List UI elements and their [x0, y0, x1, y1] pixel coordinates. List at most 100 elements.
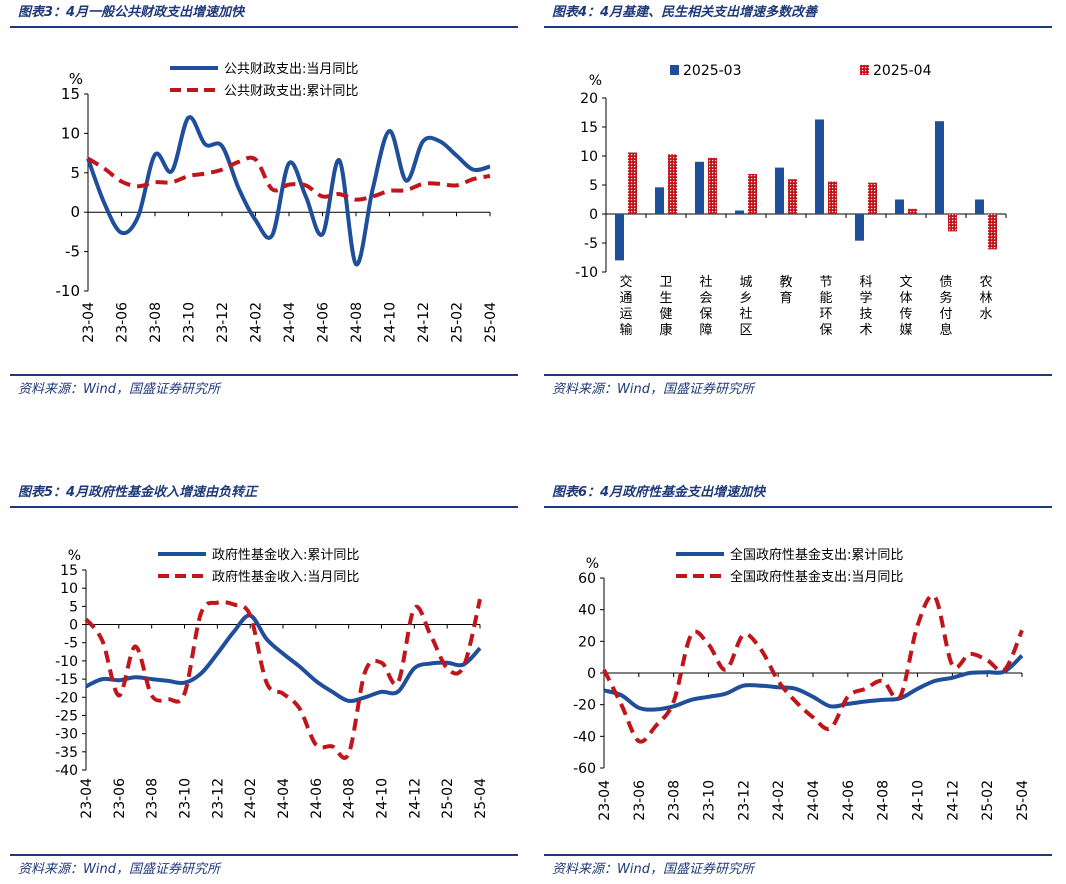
- chart-general-budget-expenditure: -10 -5 0 5 10 15% 23-04 23-06 23-08 23-10 23-12 24-…: [56, 62, 500, 343]
- x-tick-label: 23-08: [667, 780, 683, 821]
- legend-label-1: 全国政府性基金支出:累计同比: [730, 547, 903, 563]
- title-rule: [544, 506, 1052, 508]
- category-char: 生: [659, 291, 672, 306]
- source-rule: [544, 854, 1052, 856]
- title-rule: [544, 26, 1052, 28]
- x-tick-label: 24-06: [316, 302, 332, 343]
- bar-2025-04-9: [948, 214, 957, 232]
- x-tick-label: 23-08: [145, 778, 161, 819]
- category-char: 区: [739, 323, 752, 338]
- bar-2025-04-8: [908, 208, 917, 214]
- category-char: 务: [939, 290, 952, 306]
- y-tick-label: -5: [584, 236, 598, 252]
- category-char: 康: [659, 322, 672, 338]
- bar-2025-03-2: [655, 187, 664, 214]
- x-tick-label: 25-04: [1015, 780, 1031, 821]
- x-tick-label: 24-12: [945, 780, 961, 821]
- x-tick-label: 24-04: [806, 780, 822, 821]
- legend-label-2: 2025-04: [873, 63, 932, 79]
- y-tick-label: 0: [70, 203, 80, 221]
- chart-title: 图表3：4月一般公共财政支出增速加快: [18, 5, 245, 20]
- bar-2025-04-6: [828, 181, 837, 214]
- x-tick-label: 24-08: [876, 780, 892, 821]
- x-tick-label: 23-06: [632, 780, 648, 821]
- x-tick-label: 23-10: [702, 780, 718, 821]
- category-char: 节: [819, 275, 832, 290]
- category-label: 交通运输: [619, 274, 632, 338]
- bar-2025-03-7: [855, 214, 864, 241]
- y-tick-label: -25: [55, 708, 78, 724]
- legend-label-1: 公共财政支出:当月同比: [224, 62, 358, 77]
- bar-2025-03-9: [935, 121, 944, 214]
- category-char: 术: [859, 323, 872, 338]
- x-tick-label: 24-12: [407, 778, 423, 819]
- x-tick-label: 24-10: [375, 778, 391, 819]
- x-tick-label: 25-02: [450, 302, 466, 343]
- category-char: 农: [979, 275, 992, 290]
- chart-title: 图表4：4月基建、民生相关支出增速多数改善: [552, 5, 818, 20]
- source-note: 资料来源：Wind，国盛证券研究所: [552, 862, 754, 877]
- category-label: 节能环保: [819, 275, 832, 338]
- category-char: 社: [699, 274, 712, 290]
- x-tick-label: 24-04: [276, 778, 292, 819]
- category-char: 能: [819, 291, 832, 306]
- y-tick-label: 40: [578, 603, 596, 619]
- source-rule: [10, 854, 518, 856]
- category-char: 林: [979, 291, 992, 306]
- y-tick-label: 0: [589, 207, 598, 223]
- x-tick-label: 24-02: [243, 778, 259, 819]
- source-note: 资料来源：Wind，国盛证券研究所: [18, 862, 220, 877]
- y-tick-label: -35: [55, 745, 78, 761]
- bar-2025-03-3: [695, 161, 704, 214]
- bar-2025-04-5: [788, 179, 797, 214]
- category-label: 文体传媒: [899, 275, 912, 338]
- category-char: 交: [619, 274, 632, 290]
- x-tick-label: 24-06: [841, 780, 857, 821]
- y-tick-label: 20: [580, 91, 598, 107]
- y-tick-label: -5: [64, 636, 78, 652]
- y-tick-label: -10: [55, 654, 78, 670]
- legend-label-1: 2025-03: [683, 63, 742, 79]
- bar-2025-04-10: [988, 214, 997, 250]
- y-tick-label: -10: [56, 282, 81, 300]
- category-char: 水: [979, 307, 992, 322]
- x-tick-label: 24-02: [249, 302, 265, 343]
- bar-2025-04-2: [668, 154, 677, 214]
- category-label: 社会保障: [699, 274, 712, 338]
- x-tick-label: 23-12: [736, 780, 752, 821]
- y-tick-label: -10: [575, 265, 598, 281]
- y-tick-label: 5: [69, 599, 78, 615]
- x-tick-label: 23-12: [215, 302, 231, 343]
- series-line-2: [84, 598, 482, 760]
- chart-gov-fund-expenditure: -60 -40 -20 0 20 40 60% 23-04 23-06 23-08 23-10 23-…: [573, 547, 1031, 821]
- source-note: 资料来源：Wind，国盛证券研究所: [552, 382, 754, 397]
- bar-2025-03-8: [895, 199, 904, 214]
- chart-title: 图表6：4月政府性基金支出增速加快: [552, 485, 766, 500]
- category-char: 学: [859, 290, 872, 306]
- y-unit-label: %: [68, 548, 81, 564]
- x-tick-label: 23-08: [148, 302, 164, 343]
- source-note: 资料来源：Wind，国盛证券研究所: [18, 382, 220, 397]
- y-unit-label: %: [589, 73, 602, 89]
- x-tick-label: 23-10: [182, 302, 198, 343]
- category-label: 城乡社区: [739, 275, 752, 338]
- category-char: 育: [779, 290, 792, 306]
- y-tick-label: -30: [55, 727, 78, 743]
- y-tick-label: 5: [70, 164, 80, 182]
- y-unit-label: %: [69, 70, 83, 88]
- x-tick-label: 24-06: [309, 778, 325, 819]
- title-rule: [10, 506, 518, 508]
- x-tick-label: 24-10: [911, 780, 927, 821]
- y-tick-label: 5: [589, 178, 598, 194]
- panel-figure-6: 图表6：4月政府性基金支出增速加快 -60 -40 -20 0 20 40 60% 23-04…: [544, 480, 1052, 884]
- series-line-2: [602, 593, 1024, 744]
- category-label: 科学技术: [859, 275, 872, 338]
- y-tick-label: -40: [55, 763, 78, 779]
- category-char: 科: [859, 275, 872, 290]
- x-tick-label: 24-08: [349, 302, 365, 343]
- y-unit-label: %: [586, 556, 599, 572]
- category-label: 债务付息: [939, 275, 952, 338]
- category-char: 媒: [899, 323, 912, 338]
- y-tick-label: 60: [578, 571, 596, 587]
- y-tick-label: -60: [573, 761, 596, 777]
